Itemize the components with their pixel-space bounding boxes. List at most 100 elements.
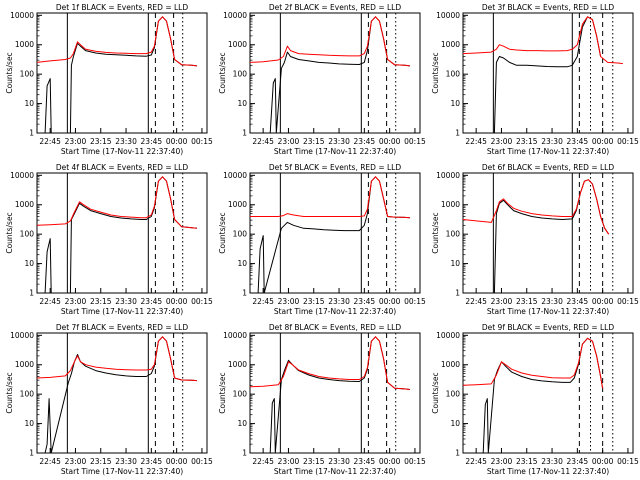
- y-tick-label: 10: [450, 419, 460, 428]
- x-tick-label: 23:00: [491, 137, 513, 146]
- plot-frame: [462, 12, 634, 134]
- y-tick-label: 10000: [223, 171, 247, 180]
- y-axis-label: Counts/sec: [218, 52, 227, 93]
- lld-series-line: [462, 16, 623, 65]
- y-tick-label: 100: [20, 70, 35, 79]
- y-tick-label: 10: [24, 99, 34, 108]
- x-tick-label: 23:30: [541, 457, 563, 466]
- x-tick-label: 23:00: [65, 137, 87, 146]
- lld-series-line: [249, 336, 410, 390]
- x-tick-label: 00:00: [379, 297, 401, 306]
- y-tick-label: 1000: [15, 360, 34, 369]
- x-tick-label: 23:45: [141, 297, 163, 306]
- y-tick-label: 1: [242, 289, 247, 298]
- y-tick-label: 10000: [436, 171, 460, 180]
- y-tick-label: 1000: [228, 200, 247, 209]
- x-tick-label: 00:00: [166, 297, 188, 306]
- y-axis-label: Counts/sec: [431, 372, 440, 413]
- y-tick-label: 100: [233, 70, 248, 79]
- y-tick-label: 1000: [15, 200, 34, 209]
- panel-title: Det 2f BLACK = Events, RED = LLD: [269, 3, 402, 12]
- x-tick-label: 00:15: [404, 137, 426, 146]
- y-tick-label: 100: [446, 70, 461, 79]
- x-tick-label: 23:45: [567, 457, 589, 466]
- x-tick-label: 23:00: [278, 457, 300, 466]
- y-tick-label: 1000: [441, 200, 460, 209]
- y-tick-label: 10: [237, 259, 247, 268]
- y-tick-label: 100: [233, 230, 248, 239]
- x-tick-label: 00:15: [404, 457, 426, 466]
- y-tick-label: 1: [242, 129, 247, 138]
- plot-frame: [249, 12, 421, 134]
- detector-panel: 1 10 100 1000 10000 22:45 23:00 23:15 23:30 23:45…: [218, 3, 426, 156]
- x-tick-label: 00:00: [379, 457, 401, 466]
- x-axis-label: Start Time (17-Nov-11 22:37:40): [274, 147, 396, 156]
- lld-series-line: [36, 336, 197, 382]
- lld-series-line: [462, 337, 604, 389]
- x-tick-label: 23:30: [115, 137, 137, 146]
- detector-panel: 1 10 100 1000 10000 22:45 23:00 23:15 23:30 23:45…: [431, 163, 639, 316]
- x-axis-label: Start Time (17-Nov-11 22:37:40): [61, 467, 183, 476]
- x-tick-label: 23:00: [491, 457, 513, 466]
- detector-panel: 1 10 100 1000 10000 22:45 23:00 23:15 23:30 23:45…: [218, 163, 426, 316]
- x-tick-label: 23:30: [115, 457, 137, 466]
- x-tick-label: 23:15: [90, 137, 112, 146]
- detector-panel: 1 10 100 1000 10000 22:45 23:00 23:15 23:30 23:45…: [218, 323, 426, 476]
- plot-frame: [36, 12, 208, 134]
- y-tick-label: 1: [455, 289, 460, 298]
- panel-title: Det 7f BLACK = Events, RED = LLD: [56, 323, 189, 332]
- y-tick-label: 100: [446, 390, 461, 399]
- y-tick-label: 10000: [223, 331, 247, 340]
- y-tick-label: 10: [237, 419, 247, 428]
- y-tick-label: 10000: [10, 331, 34, 340]
- x-tick-label: 22:45: [465, 457, 487, 466]
- x-tick-label: 23:45: [141, 137, 163, 146]
- y-tick-label: 1000: [441, 360, 460, 369]
- y-tick-label: 1000: [15, 40, 34, 49]
- y-axis-label: Counts/sec: [5, 52, 14, 93]
- x-tick-label: 23:15: [90, 457, 112, 466]
- x-tick-label: 00:00: [166, 137, 188, 146]
- x-tick-label: 22:45: [39, 457, 61, 466]
- x-tick-label: 23:30: [115, 297, 137, 306]
- y-tick-label: 100: [20, 230, 35, 239]
- detector-panel: 1 10 100 1000 10000 22:45 23:00 23:15 23:30 23:45…: [5, 163, 213, 316]
- panel-title: Det 1f BLACK = Events, RED = LLD: [56, 3, 189, 12]
- x-tick-label: 23:45: [141, 457, 163, 466]
- x-tick-label: 22:45: [252, 137, 274, 146]
- y-tick-label: 10000: [436, 11, 460, 20]
- x-tick-label: 00:00: [379, 137, 401, 146]
- panel-title: Det 4f BLACK = Events, RED = LLD: [56, 163, 189, 172]
- y-tick-label: 1: [242, 449, 247, 458]
- x-tick-label: 00:15: [617, 297, 639, 306]
- plot-frame: [462, 172, 634, 294]
- lld-series-line: [249, 16, 410, 67]
- detector-panel: 1 10 100 1000 10000 22:45 23:00 23:15 23:30 23:45…: [431, 323, 639, 476]
- plot-frame: [249, 172, 421, 294]
- lld-series-line: [462, 179, 610, 235]
- x-tick-label: 23:15: [516, 297, 538, 306]
- x-tick-label: 00:00: [592, 457, 614, 466]
- x-tick-label: 22:45: [39, 137, 61, 146]
- panel-title: Det 5f BLACK = Events, RED = LLD: [269, 163, 402, 172]
- plot-frame: [462, 332, 634, 454]
- y-tick-label: 1000: [228, 360, 247, 369]
- x-tick-label: 00:15: [191, 457, 213, 466]
- detector-panel: 1 10 100 1000 10000 22:45 23:00 23:15 23:30 23:45…: [5, 3, 213, 156]
- x-tick-label: 00:15: [191, 137, 213, 146]
- x-tick-label: 23:00: [65, 457, 87, 466]
- y-tick-label: 10000: [436, 331, 460, 340]
- x-tick-label: 23:45: [354, 297, 376, 306]
- y-tick-label: 10000: [223, 11, 247, 20]
- x-tick-label: 23:45: [567, 297, 589, 306]
- y-axis-label: Counts/sec: [431, 212, 440, 253]
- x-axis-label: Start Time (17-Nov-11 22:37:40): [487, 307, 609, 316]
- x-tick-label: 23:15: [516, 457, 538, 466]
- lld-series-line: [36, 16, 197, 67]
- x-tick-label: 23:45: [354, 457, 376, 466]
- y-tick-label: 100: [446, 230, 461, 239]
- x-axis-label: Start Time (17-Nov-11 22:37:40): [274, 307, 396, 316]
- panel-title: Det 9f BLACK = Events, RED = LLD: [482, 323, 615, 332]
- y-axis-label: Counts/sec: [5, 212, 14, 253]
